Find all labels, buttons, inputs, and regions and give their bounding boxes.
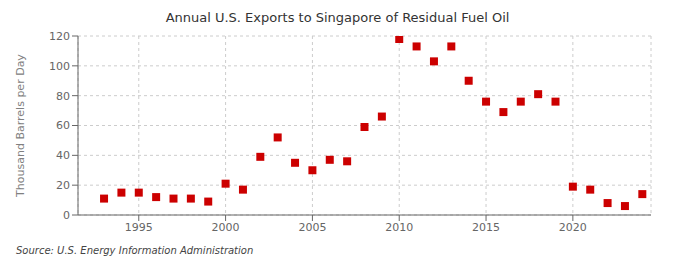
html-text:Source: U.S. Energy Informatio: Source: U.S. Energy Information Administ… (16, 245, 254, 256)
svg-text:20: 20 (56, 179, 70, 192)
html-text:Annual U.S. Exports to Singapo: Annual U.S. Exports to Singapore of Resi… (165, 10, 510, 25)
svg-text:100: 100 (49, 60, 70, 73)
svg-text:2010: 2010 (385, 221, 413, 234)
svg-text:60: 60 (56, 119, 70, 132)
svg-text:Thousand Barrels per Day: Thousand Barrels per Day (14, 54, 27, 198)
svg-text:2015: 2015 (472, 221, 500, 234)
svg-text:2020: 2020 (559, 221, 587, 234)
svg-text:120: 120 (49, 30, 70, 43)
svg-text:2000: 2000 (212, 221, 240, 234)
svg-text:40: 40 (56, 149, 70, 162)
svg-text:2005: 2005 (298, 221, 326, 234)
svg-text:1995: 1995 (125, 221, 153, 234)
svg-text:0: 0 (63, 209, 70, 222)
svg-text:80: 80 (56, 90, 70, 103)
